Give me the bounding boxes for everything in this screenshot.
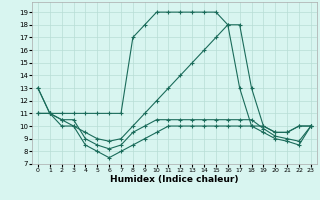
X-axis label: Humidex (Indice chaleur): Humidex (Indice chaleur) [110,175,239,184]
